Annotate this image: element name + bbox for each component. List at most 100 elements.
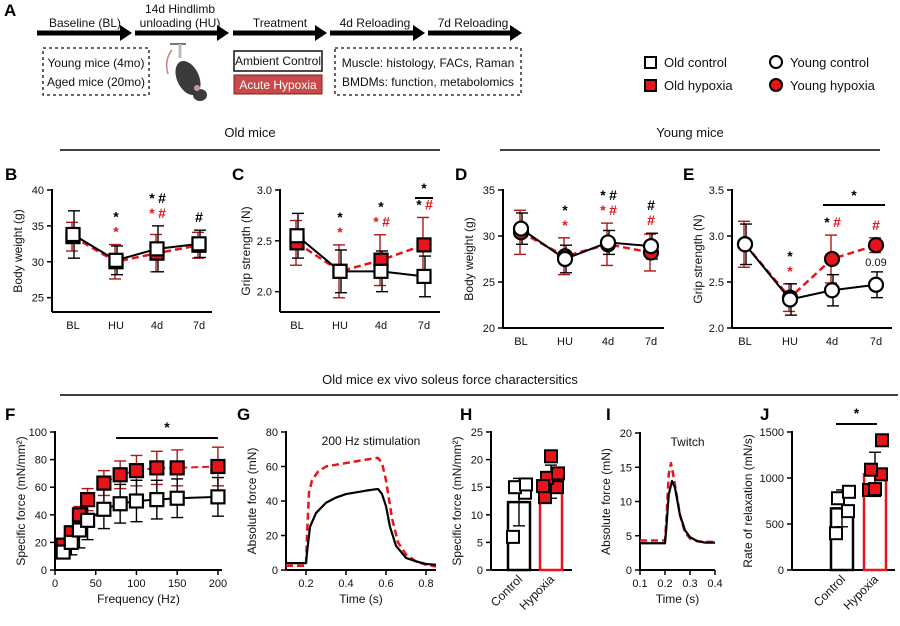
y-tick-label: 3.0 [709, 231, 724, 243]
x-tick-label: 0 [52, 578, 58, 590]
significance-mark: * [337, 224, 343, 240]
legend-young-hypoxia-marker [769, 78, 783, 92]
x-tick-label: 7d [870, 336, 882, 348]
x-tick-label: 100 [127, 578, 145, 590]
y-tick-label: 35 [483, 185, 495, 197]
panel-a-timeline: A Baseline (BL) 14d Hindlimb unloading (… [4, 1, 522, 101]
control-point [512, 220, 530, 237]
y-tick-label: 20 [620, 428, 632, 440]
data-point [519, 477, 533, 492]
y-tick-label: 10 [471, 510, 483, 522]
control-point [642, 238, 660, 255]
y-tick-label: 20 [471, 455, 483, 467]
arrowhead-icon [217, 25, 229, 41]
step-baseline: Baseline (BL) [49, 16, 121, 30]
y-tick-label: 15 [471, 482, 483, 494]
x-axis-label: Time (s) [656, 592, 700, 606]
x-tick-label: Hypoxia [517, 572, 558, 613]
ambient-control-label: Ambient Control [235, 54, 321, 68]
control-point [556, 250, 574, 268]
x-tick-label: 4d [826, 336, 838, 348]
data-point [868, 482, 882, 497]
x-tick-label: HU [557, 336, 573, 348]
significance-mark: # [425, 196, 433, 212]
significance-mark: * [787, 248, 793, 264]
y-tick-label: 2.0 [257, 287, 272, 299]
section-title-exvivo: Old mice ex vivo soleus force characters… [322, 372, 578, 387]
data-point [864, 462, 878, 477]
hypoxia-point [128, 463, 145, 479]
hypoxia-point [96, 475, 112, 491]
control-point [289, 228, 305, 244]
y-tick-label: 1500 [760, 427, 784, 439]
x-tick-label: 0.4 [338, 578, 353, 590]
significance-mark: # [195, 209, 203, 225]
hypoxia-trace [286, 456, 437, 568]
hypoxia-point [416, 237, 432, 253]
step-4d: 4d Reloading [340, 16, 411, 30]
control-trace [286, 487, 437, 566]
data-point [536, 479, 550, 494]
x-tick-label: 4d [151, 320, 163, 332]
control-point [191, 236, 207, 252]
x-tick-label: 7d [645, 336, 657, 348]
significance-mark: * [113, 224, 119, 240]
y-tick-label: 80 [35, 455, 47, 467]
y-tick-label: 0 [778, 565, 784, 577]
x-tick-label: Hypoxia [841, 572, 882, 613]
significance-mark: * [600, 202, 606, 218]
legend: Old control Old hypoxia Young control Yo… [644, 55, 876, 93]
panel-letter: E [683, 165, 694, 184]
readout-bmdm: BMDMs: function, metabolomics [342, 75, 514, 89]
panel-i: I 0 5 10 15 20 Absolute force (mN) 0.1 0.2 0.3 0.4… [599, 405, 723, 606]
panel-letter-a: A [4, 1, 16, 20]
panel-letter: D [455, 165, 467, 184]
significance-mark: * [787, 263, 793, 279]
x-tick-label: 0.3 [682, 578, 697, 590]
legend-old-control-marker [644, 56, 657, 69]
hypoxia-point [823, 250, 841, 268]
y-axis-label: Absolute force (mN) [245, 448, 259, 555]
y-tick-label: 60 [266, 462, 278, 474]
control-point [96, 501, 112, 517]
x-tick-label: HU [332, 320, 348, 332]
p-value-label: 0.09 [865, 257, 886, 269]
significance-mark: # [609, 202, 617, 218]
y-tick-label: 30 [32, 257, 44, 269]
x-axis-label: Frequency (Hz) [97, 592, 180, 606]
control-series-line [520, 227, 652, 261]
step-7d: 7d Reloading [438, 16, 509, 30]
panel-letter: J [760, 405, 769, 424]
panel-letter: G [237, 405, 250, 424]
y-axis-label: Specific force (mN/mm²) [14, 436, 28, 565]
hypoxia-point [79, 492, 96, 508]
control-point [149, 241, 165, 257]
hypoxia-point [867, 237, 885, 254]
y-tick-label: 30 [483, 231, 495, 243]
baseline-box [42, 47, 150, 96]
control-point [112, 496, 128, 512]
significance-mark: * [149, 190, 155, 206]
y-tick-label: 1000 [760, 473, 784, 485]
y-tick-label: 2.0 [709, 323, 724, 335]
x-axis-label: Time (s) [339, 592, 383, 606]
significance-mark: * [378, 199, 384, 215]
significance-mark: # [872, 217, 880, 233]
step-hu-line2: unloading (HU) [140, 16, 221, 30]
y-tick-label: 80 [266, 427, 278, 439]
x-tick-label: HU [782, 336, 798, 348]
control-point [79, 512, 96, 528]
significance-mark: * [149, 205, 155, 221]
x-tick-label: BL [66, 320, 79, 332]
acute-hypoxia-box [233, 74, 323, 95]
x-tick-label: 7d [193, 320, 205, 332]
x-tick-label: 50 [90, 578, 102, 590]
